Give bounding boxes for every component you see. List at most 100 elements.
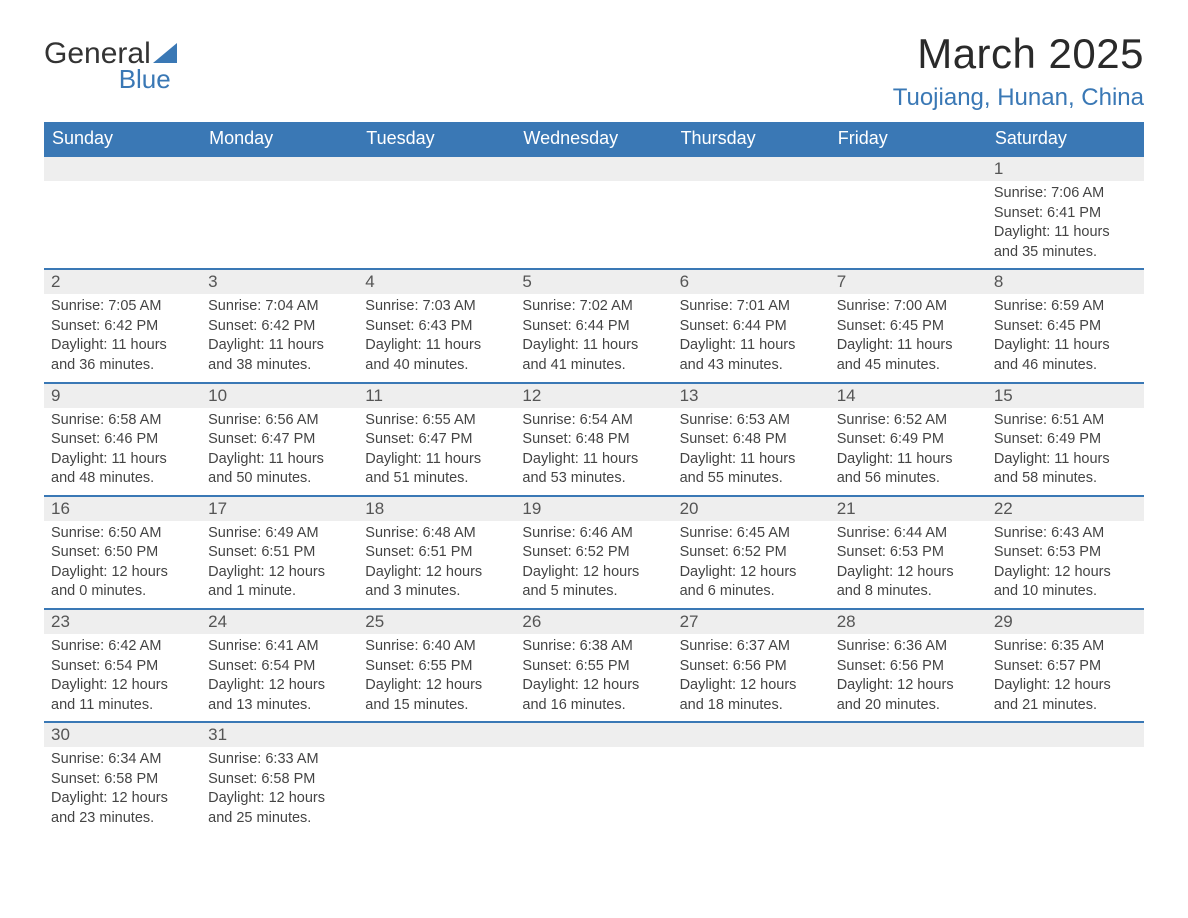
daylight-line-1: Daylight: 11 hours — [365, 336, 508, 356]
day-body — [673, 181, 830, 190]
daylight-line-1: Daylight: 12 hours — [51, 676, 194, 696]
daylight-line-1: Daylight: 11 hours — [208, 450, 351, 470]
sunset-line: Sunset: 6:53 PM — [837, 543, 980, 563]
day-body — [201, 181, 358, 190]
daylight-line-2: and 23 minutes. — [51, 809, 194, 829]
weekday-cell: Monday — [201, 122, 358, 155]
day-body: Sunrise: 6:35 AMSunset: 6:57 PMDaylight:… — [987, 634, 1144, 721]
daylight-line-1: Daylight: 11 hours — [680, 450, 823, 470]
daylight-line-2: and 0 minutes. — [51, 582, 194, 602]
daylight-line-1: Daylight: 12 hours — [365, 676, 508, 696]
daylight-line-1: Daylight: 11 hours — [51, 336, 194, 356]
day-cell: 1Sunrise: 7:06 AMSunset: 6:41 PMDaylight… — [987, 157, 1144, 268]
day-body: Sunrise: 6:42 AMSunset: 6:54 PMDaylight:… — [44, 634, 201, 721]
day-cell: 8Sunrise: 6:59 AMSunset: 6:45 PMDaylight… — [987, 270, 1144, 381]
weekday-cell: Sunday — [44, 122, 201, 155]
week-row: 2Sunrise: 7:05 AMSunset: 6:42 PMDaylight… — [44, 268, 1144, 381]
day-number — [830, 723, 987, 747]
day-cell: 13Sunrise: 6:53 AMSunset: 6:48 PMDayligh… — [673, 384, 830, 495]
daylight-line-2: and 40 minutes. — [365, 356, 508, 376]
sunset-line: Sunset: 6:50 PM — [51, 543, 194, 563]
sunset-line: Sunset: 6:55 PM — [365, 657, 508, 677]
sunrise-line: Sunrise: 6:54 AM — [522, 411, 665, 431]
week-row: 30Sunrise: 6:34 AMSunset: 6:58 PMDayligh… — [44, 721, 1144, 834]
day-body: Sunrise: 7:02 AMSunset: 6:44 PMDaylight:… — [515, 294, 672, 381]
weekday-cell: Wednesday — [515, 122, 672, 155]
sunset-line: Sunset: 6:45 PM — [837, 317, 980, 337]
day-number: 27 — [673, 610, 830, 634]
day-cell — [673, 157, 830, 268]
sunset-line: Sunset: 6:58 PM — [208, 770, 351, 790]
daylight-line-2: and 56 minutes. — [837, 469, 980, 489]
day-number: 10 — [201, 384, 358, 408]
daylight-line-2: and 45 minutes. — [837, 356, 980, 376]
day-body — [830, 181, 987, 190]
day-number: 29 — [987, 610, 1144, 634]
day-cell — [830, 157, 987, 268]
daylight-line-2: and 6 minutes. — [680, 582, 823, 602]
day-body — [987, 747, 1144, 756]
day-cell: 24Sunrise: 6:41 AMSunset: 6:54 PMDayligh… — [201, 610, 358, 721]
day-number: 4 — [358, 270, 515, 294]
sunrise-line: Sunrise: 6:48 AM — [365, 524, 508, 544]
day-cell: 22Sunrise: 6:43 AMSunset: 6:53 PMDayligh… — [987, 497, 1144, 608]
day-body: Sunrise: 6:50 AMSunset: 6:50 PMDaylight:… — [44, 521, 201, 608]
daylight-line-1: Daylight: 11 hours — [365, 450, 508, 470]
sunset-line: Sunset: 6:45 PM — [994, 317, 1137, 337]
daylight-line-2: and 21 minutes. — [994, 696, 1137, 716]
day-body: Sunrise: 6:41 AMSunset: 6:54 PMDaylight:… — [201, 634, 358, 721]
day-cell: 31Sunrise: 6:33 AMSunset: 6:58 PMDayligh… — [201, 723, 358, 834]
sunrise-line: Sunrise: 6:44 AM — [837, 524, 980, 544]
day-body — [515, 181, 672, 190]
day-body: Sunrise: 7:05 AMSunset: 6:42 PMDaylight:… — [44, 294, 201, 381]
day-number: 14 — [830, 384, 987, 408]
daylight-line-1: Daylight: 12 hours — [994, 676, 1137, 696]
day-body: Sunrise: 6:44 AMSunset: 6:53 PMDaylight:… — [830, 521, 987, 608]
day-cell: 3Sunrise: 7:04 AMSunset: 6:42 PMDaylight… — [201, 270, 358, 381]
day-cell — [358, 157, 515, 268]
day-cell: 15Sunrise: 6:51 AMSunset: 6:49 PMDayligh… — [987, 384, 1144, 495]
day-cell: 26Sunrise: 6:38 AMSunset: 6:55 PMDayligh… — [515, 610, 672, 721]
day-number: 15 — [987, 384, 1144, 408]
day-number: 1 — [987, 157, 1144, 181]
day-cell: 17Sunrise: 6:49 AMSunset: 6:51 PMDayligh… — [201, 497, 358, 608]
day-cell — [515, 723, 672, 834]
sunrise-line: Sunrise: 6:37 AM — [680, 637, 823, 657]
day-body — [830, 747, 987, 756]
sunrise-line: Sunrise: 6:46 AM — [522, 524, 665, 544]
day-cell: 4Sunrise: 7:03 AMSunset: 6:43 PMDaylight… — [358, 270, 515, 381]
daylight-line-2: and 58 minutes. — [994, 469, 1137, 489]
day-cell: 11Sunrise: 6:55 AMSunset: 6:47 PMDayligh… — [358, 384, 515, 495]
day-cell — [358, 723, 515, 834]
sunset-line: Sunset: 6:56 PM — [837, 657, 980, 677]
daylight-line-2: and 8 minutes. — [837, 582, 980, 602]
day-number — [44, 157, 201, 181]
weekday-cell: Saturday — [987, 122, 1144, 155]
sunrise-line: Sunrise: 6:55 AM — [365, 411, 508, 431]
daylight-line-2: and 15 minutes. — [365, 696, 508, 716]
sunset-line: Sunset: 6:53 PM — [994, 543, 1137, 563]
daylight-line-2: and 20 minutes. — [837, 696, 980, 716]
day-body: Sunrise: 6:49 AMSunset: 6:51 PMDaylight:… — [201, 521, 358, 608]
day-number — [515, 723, 672, 747]
day-cell: 28Sunrise: 6:36 AMSunset: 6:56 PMDayligh… — [830, 610, 987, 721]
day-body: Sunrise: 6:55 AMSunset: 6:47 PMDaylight:… — [358, 408, 515, 495]
sunrise-line: Sunrise: 6:50 AM — [51, 524, 194, 544]
daylight-line-2: and 11 minutes. — [51, 696, 194, 716]
day-cell — [44, 157, 201, 268]
sunrise-line: Sunrise: 7:01 AM — [680, 297, 823, 317]
day-body: Sunrise: 6:51 AMSunset: 6:49 PMDaylight:… — [987, 408, 1144, 495]
sunset-line: Sunset: 6:47 PM — [208, 430, 351, 450]
daylight-line-2: and 10 minutes. — [994, 582, 1137, 602]
daylight-line-2: and 3 minutes. — [365, 582, 508, 602]
day-cell — [673, 723, 830, 834]
title-block: March 2025 Tuojiang, Hunan, China — [893, 30, 1144, 112]
daylight-line-2: and 51 minutes. — [365, 469, 508, 489]
sunrise-line: Sunrise: 6:51 AM — [994, 411, 1137, 431]
day-cell: 6Sunrise: 7:01 AMSunset: 6:44 PMDaylight… — [673, 270, 830, 381]
day-cell: 10Sunrise: 6:56 AMSunset: 6:47 PMDayligh… — [201, 384, 358, 495]
sunrise-line: Sunrise: 6:40 AM — [365, 637, 508, 657]
sunrise-line: Sunrise: 7:06 AM — [994, 184, 1137, 204]
sunset-line: Sunset: 6:51 PM — [208, 543, 351, 563]
weekday-cell: Thursday — [673, 122, 830, 155]
